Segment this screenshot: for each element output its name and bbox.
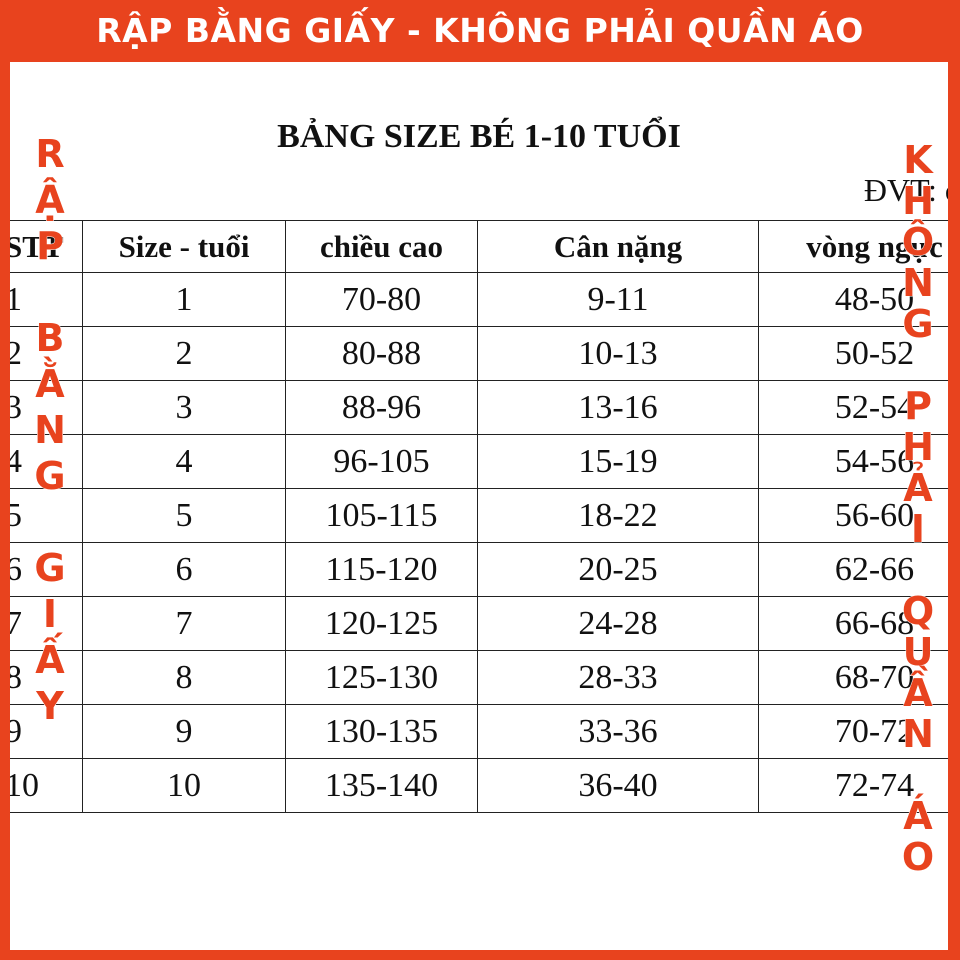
table-cell: 6 (82, 542, 286, 597)
table-cell: 7 (82, 596, 286, 651)
table-cell: 15-19 (477, 434, 759, 489)
table-cell: 8 (82, 650, 286, 705)
table-cell: 68-70 (758, 650, 948, 705)
table-cell: 2 (82, 326, 286, 381)
header-cell: chiều cao (285, 220, 478, 273)
table-cell: 33-36 (477, 704, 759, 759)
table-cell: 10 (10, 758, 83, 813)
table-cell: 13-16 (477, 380, 759, 435)
table-cell: 72-74 (758, 758, 948, 813)
header-cell: Size - tuổi (82, 220, 286, 273)
table-cell: 5 (82, 488, 286, 543)
table-cell: 24-28 (477, 596, 759, 651)
side-text-right: KHÔNG PHẢI QUẦN ÁO (896, 138, 941, 877)
table-cell: 10 (82, 758, 286, 813)
table-cell: 70-80 (285, 272, 478, 327)
table-title: BẢNG SIZE BÉ 1-10 TUỔI (277, 118, 681, 155)
table-cell: 4 (82, 434, 286, 489)
table-cell: 50-52 (758, 326, 948, 381)
table-cell: 10-13 (477, 326, 759, 381)
table-cell: 130-135 (285, 704, 478, 759)
table-cell: 36-40 (477, 758, 759, 813)
table-cell: 125-130 (285, 650, 478, 705)
header-cell: STT (10, 220, 83, 273)
table-cell: 3 (82, 380, 286, 435)
table-cell: 1 (82, 272, 286, 327)
table-cell: 80-88 (285, 326, 478, 381)
table-cell: 115-120 (285, 542, 478, 597)
table-cell: 9 (82, 704, 286, 759)
table-cell: 96-105 (285, 434, 478, 489)
table-cell: 52-54 (758, 380, 948, 435)
unit-label: ĐVT: cm (863, 172, 948, 208)
banner: RẬP BẰNG GIẤY - KHÔNG PHẢI QUẦN ÁO (96, 11, 864, 50)
table-cell: 135-140 (285, 758, 478, 813)
table-cell: 20-25 (477, 542, 759, 597)
table-cell: 18-22 (477, 488, 759, 543)
table-cell: 28-33 (477, 650, 759, 705)
table-cell: 120-125 (285, 596, 478, 651)
table-cell: 54-56 (758, 434, 948, 489)
table-cell: 88-96 (285, 380, 478, 435)
header-cell: Cân nặng (477, 220, 759, 273)
table-cell: 105-115 (285, 488, 478, 543)
side-text-left: RẬP BẰNG GIẤY (28, 132, 73, 731)
table-cell: 9-11 (477, 272, 759, 327)
